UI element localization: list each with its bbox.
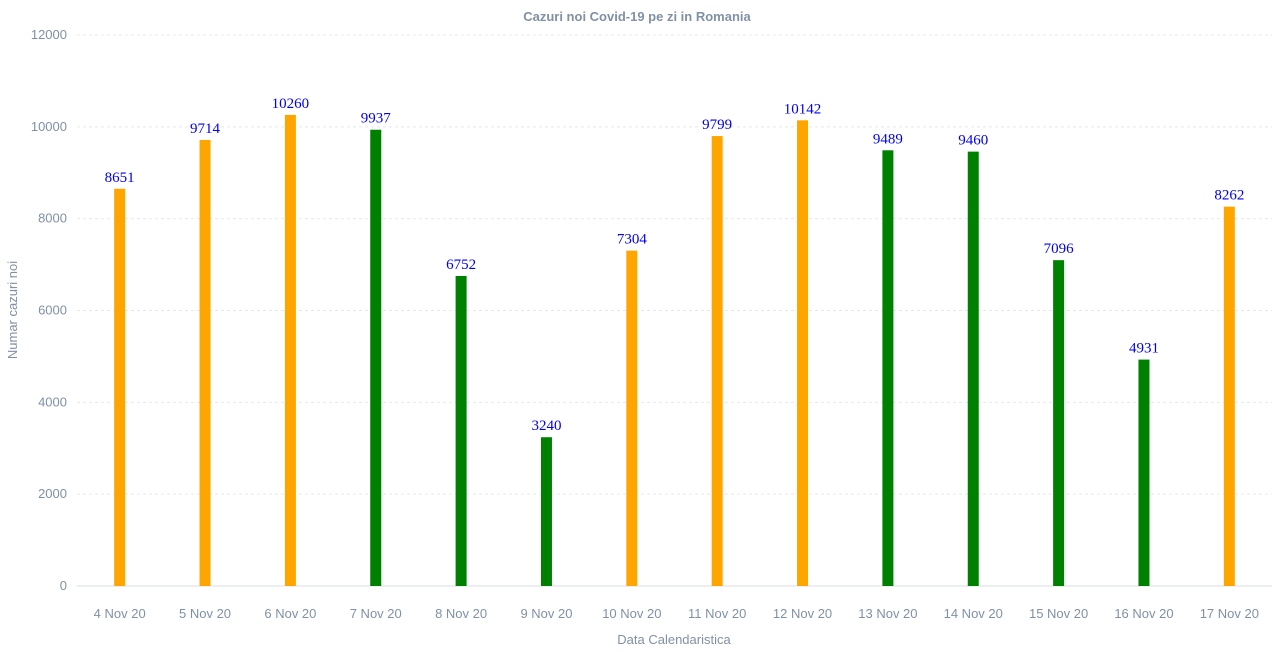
data-labels: 8651 9714 10260 9937 6752 3240 7304 9799 10142 94… — [105, 96, 1245, 434]
x-tick-label: 17 Nov 20 — [1200, 606, 1259, 621]
x-tick-label: 10 Nov 20 — [602, 606, 661, 621]
x-tick-label: 13 Nov 20 — [858, 606, 917, 621]
y-tick-label: 0 — [60, 578, 67, 593]
x-axis-title: Data Calendaristica — [617, 632, 731, 647]
bar — [1138, 359, 1150, 586]
y-tick-label: 6000 — [38, 303, 67, 318]
x-tick-label: 4 Nov 20 — [94, 606, 146, 621]
x-tick-label: 15 Nov 20 — [1029, 606, 1088, 621]
x-tick-label: 7 Nov 20 — [350, 606, 402, 621]
data-label: 9714 — [190, 121, 221, 137]
y-axis-title: Numar cazuri noi — [5, 261, 20, 359]
x-tick-label: 6 Nov 20 — [264, 606, 316, 621]
data-label: 4931 — [1129, 341, 1159, 357]
bar — [1053, 260, 1065, 586]
x-tick-label: 12 Nov 20 — [773, 606, 832, 621]
y-axis-ticks: 0 2000 4000 6000 8000 10000 12000 — [31, 27, 67, 593]
bar — [626, 250, 638, 586]
y-tick-label: 2000 — [38, 486, 67, 501]
data-label: 6752 — [446, 257, 476, 273]
data-label: 9937 — [361, 111, 392, 127]
data-label: 10260 — [272, 96, 310, 112]
data-label: 9799 — [702, 117, 732, 133]
x-axis-ticks: 4 Nov 20 5 Nov 20 6 Nov 20 7 Nov 20 8 Nov 20… — [94, 606, 1259, 621]
data-label: 7096 — [1044, 241, 1075, 257]
gridlines — [77, 34, 1272, 587]
bars — [114, 114, 1235, 587]
data-label: 9460 — [958, 133, 988, 149]
bar — [797, 120, 809, 586]
bar — [540, 437, 552, 586]
bar — [455, 275, 467, 586]
x-tick-label: 16 Nov 20 — [1114, 606, 1173, 621]
data-label: 8651 — [105, 170, 135, 186]
x-tick-label: 8 Nov 20 — [435, 606, 487, 621]
data-label: 9489 — [873, 131, 903, 147]
data-label: 7304 — [617, 232, 648, 248]
x-tick-label: 5 Nov 20 — [179, 606, 231, 621]
bar — [1223, 206, 1235, 586]
y-tick-label: 12000 — [31, 27, 67, 42]
x-tick-label: 14 Nov 20 — [944, 606, 1003, 621]
data-label: 8262 — [1214, 188, 1244, 204]
y-tick-label: 8000 — [38, 211, 67, 226]
bar — [967, 151, 979, 586]
bar — [284, 114, 296, 587]
data-label: 10142 — [784, 101, 822, 117]
bar — [370, 129, 382, 587]
bar — [711, 136, 723, 587]
y-tick-label: 4000 — [38, 394, 67, 409]
chart-title: Cazuri noi Covid-19 pe zi in Romania — [523, 9, 751, 24]
data-label: 3240 — [531, 418, 561, 434]
bar — [882, 150, 894, 586]
y-tick-label: 10000 — [31, 119, 67, 134]
x-tick-label: 11 Nov 20 — [688, 606, 746, 621]
bar — [114, 188, 126, 587]
bar — [199, 139, 211, 586]
x-tick-label: 9 Nov 20 — [520, 606, 572, 621]
